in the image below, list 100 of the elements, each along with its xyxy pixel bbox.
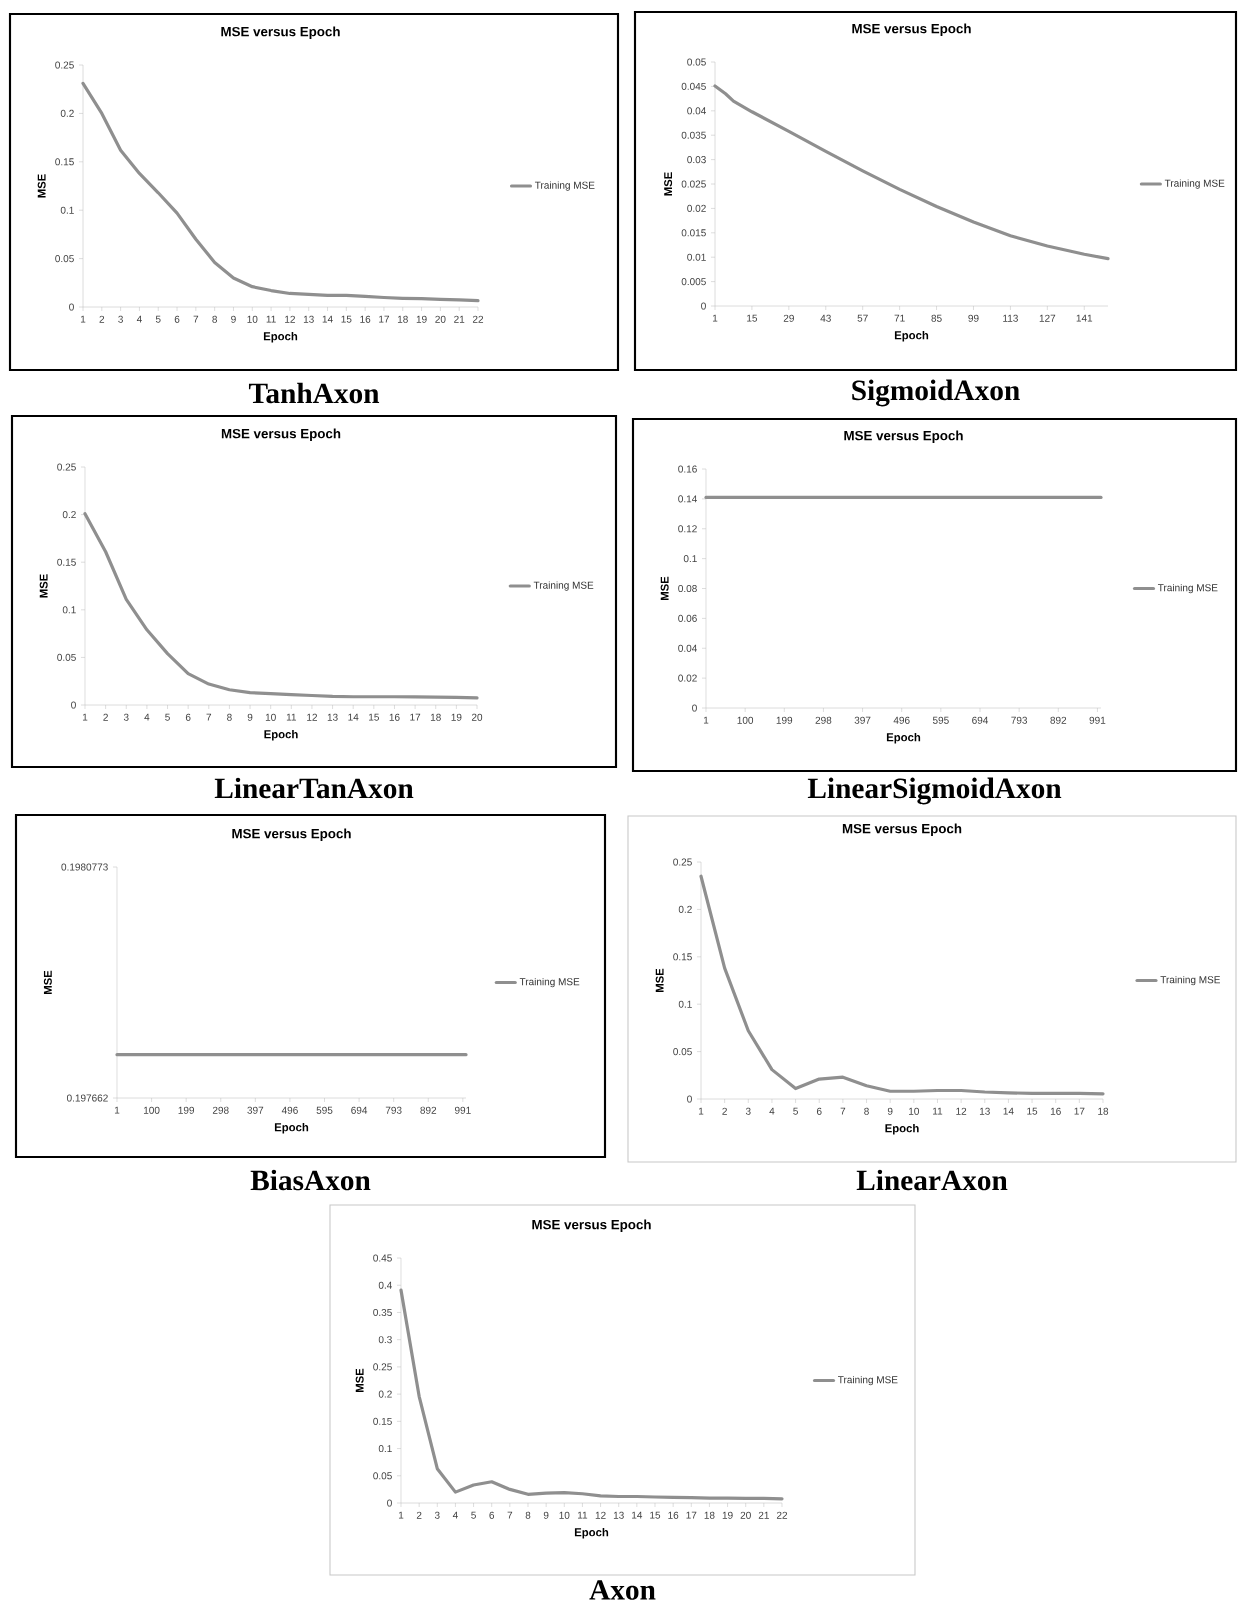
x-tick-label: 15 [747, 314, 758, 322]
x-tick-label: 199 [776, 716, 793, 724]
x-tick-label: 21 [454, 315, 465, 323]
x-tick-label: 17 [379, 315, 390, 323]
x-tick-label: 141 [1076, 314, 1093, 322]
y-tick-label: 0.197662 [66, 1094, 108, 1102]
y-tick-label: 0.15 [57, 558, 76, 566]
y-tick-label: 0.3 [378, 1336, 392, 1344]
x-tick-label: 18 [397, 315, 408, 323]
x-tick-label: 22 [776, 1511, 788, 1519]
x-tick-label: 12 [956, 1107, 967, 1115]
x-tick-label: 5 [793, 1107, 798, 1115]
chart-title: MSE versus Epoch [221, 428, 341, 441]
text: TanhAxon [248, 382, 380, 404]
x-tick-label: 15 [1027, 1107, 1038, 1115]
x-tick-label: 10 [909, 1107, 919, 1115]
legend-label: Training MSE [1160, 975, 1220, 986]
x-tick-label: 12 [595, 1511, 606, 1519]
x-tick-label: 496 [893, 716, 910, 724]
y-tick-label: 0 [387, 1499, 392, 1507]
x-axis-title: Epoch [886, 732, 921, 744]
x-tick-label: 1 [698, 1107, 704, 1115]
x-tick-label: 16 [668, 1511, 679, 1519]
legend-label: Training MSE [1164, 179, 1225, 189]
x-tick-label: 991 [1089, 716, 1106, 724]
x-tick-label: 6 [174, 315, 180, 323]
y-tick-label: 0.15 [373, 1417, 392, 1425]
x-axis-title: Epoch [263, 331, 298, 343]
x-tick-label: 4 [136, 315, 142, 323]
y-tick-label: 0.16 [678, 465, 697, 473]
chart-title: MSE versus Epoch [532, 1219, 651, 1232]
legend-label: Training MSE [1157, 583, 1218, 594]
x-tick-label: 6 [489, 1511, 495, 1519]
y-tick-label: 0.02 [687, 204, 706, 212]
x-tick-label: 19 [722, 1511, 733, 1519]
x-tick-label: 11 [286, 713, 297, 721]
text: LinearTanAxon [214, 777, 414, 799]
x-tick-label: 3 [123, 713, 129, 721]
legend-label: Training MSE [838, 1375, 898, 1386]
y-tick-label: 0.15 [673, 953, 692, 961]
chart-title: MSE versus Epoch [221, 26, 340, 39]
y-axis-title: MSE [39, 574, 48, 598]
y-tick-label: 0.1 [683, 555, 697, 563]
x-tick-label: 7 [206, 713, 212, 721]
y-tick-label: 0.4 [378, 1281, 392, 1289]
x-tick-label: 15 [650, 1511, 661, 1519]
y-tick-label: 0.25 [373, 1363, 392, 1371]
x-axis-title: Epoch [264, 729, 298, 741]
text: BiasAxon [250, 1169, 371, 1191]
x-tick-label: 14 [348, 713, 359, 721]
chart-title: MSE versus Epoch [852, 23, 971, 36]
x-tick-label: 85 [931, 314, 942, 322]
y-tick-label: 0 [69, 303, 74, 311]
x-tick-label: 496 [281, 1106, 298, 1114]
x-tick-label: 11 [577, 1511, 588, 1519]
x-tick-label: 3 [118, 315, 123, 323]
chart-title: MSE versus Epoch [232, 828, 351, 841]
y-tick-label: 0.1 [378, 1445, 392, 1453]
x-tick-label: 43 [820, 314, 831, 322]
x-tick-label: 14 [1003, 1107, 1014, 1115]
y-axis-title: MSE [660, 576, 669, 601]
x-tick-label: 20 [471, 713, 483, 721]
x-tick-label: 3 [745, 1107, 751, 1115]
x-tick-label: 19 [451, 713, 462, 721]
x-tick-label: 595 [316, 1106, 333, 1114]
x-tick-label: 793 [1011, 716, 1028, 724]
x-tick-label: 7 [840, 1107, 846, 1115]
x-tick-label: 1 [82, 713, 88, 721]
y-tick-label: 0.05 [57, 653, 76, 661]
y-tick-label: 0.05 [55, 255, 74, 263]
y-tick-label: 0.2 [60, 109, 74, 117]
y-tick-label: 0.1 [60, 206, 74, 214]
x-tick-label: 199 [178, 1106, 195, 1114]
x-tick-label: 22 [472, 315, 484, 323]
x-tick-label: 13 [303, 315, 314, 323]
x-tick-label: 16 [1050, 1107, 1061, 1115]
x-tick-label: 18 [704, 1511, 715, 1519]
y-tick-label: 0.035 [681, 131, 706, 139]
y-tick-label: 0.45 [373, 1254, 392, 1262]
y-axis-title: MSE [655, 968, 664, 993]
x-tick-label: 2 [416, 1511, 422, 1519]
x-tick-label: 100 [143, 1106, 160, 1114]
x-tick-label: 397 [854, 716, 871, 724]
x-tick-label: 71 [894, 314, 905, 322]
y-tick-label: 0.05 [673, 1048, 692, 1056]
x-tick-label: 2 [722, 1107, 727, 1115]
x-tick-label: 7 [193, 315, 199, 323]
x-tick-label: 4 [144, 713, 150, 721]
y-tick-label: 0.02 [678, 674, 697, 682]
x-tick-label: 5 [471, 1511, 476, 1519]
x-tick-label: 8 [864, 1107, 869, 1115]
y-tick-label: 0.04 [678, 644, 697, 652]
legend-label: Training MSE [534, 181, 595, 191]
text: SigmoidAxon [852, 379, 1020, 407]
x-tick-label: 127 [1039, 314, 1056, 322]
y-tick-label: 0.05 [687, 58, 706, 66]
x-tick-label: 11 [933, 1107, 943, 1115]
x-tick-label: 10 [247, 315, 258, 323]
y-tick-label: 0.005 [681, 278, 706, 286]
x-tick-label: 4 [452, 1511, 458, 1519]
